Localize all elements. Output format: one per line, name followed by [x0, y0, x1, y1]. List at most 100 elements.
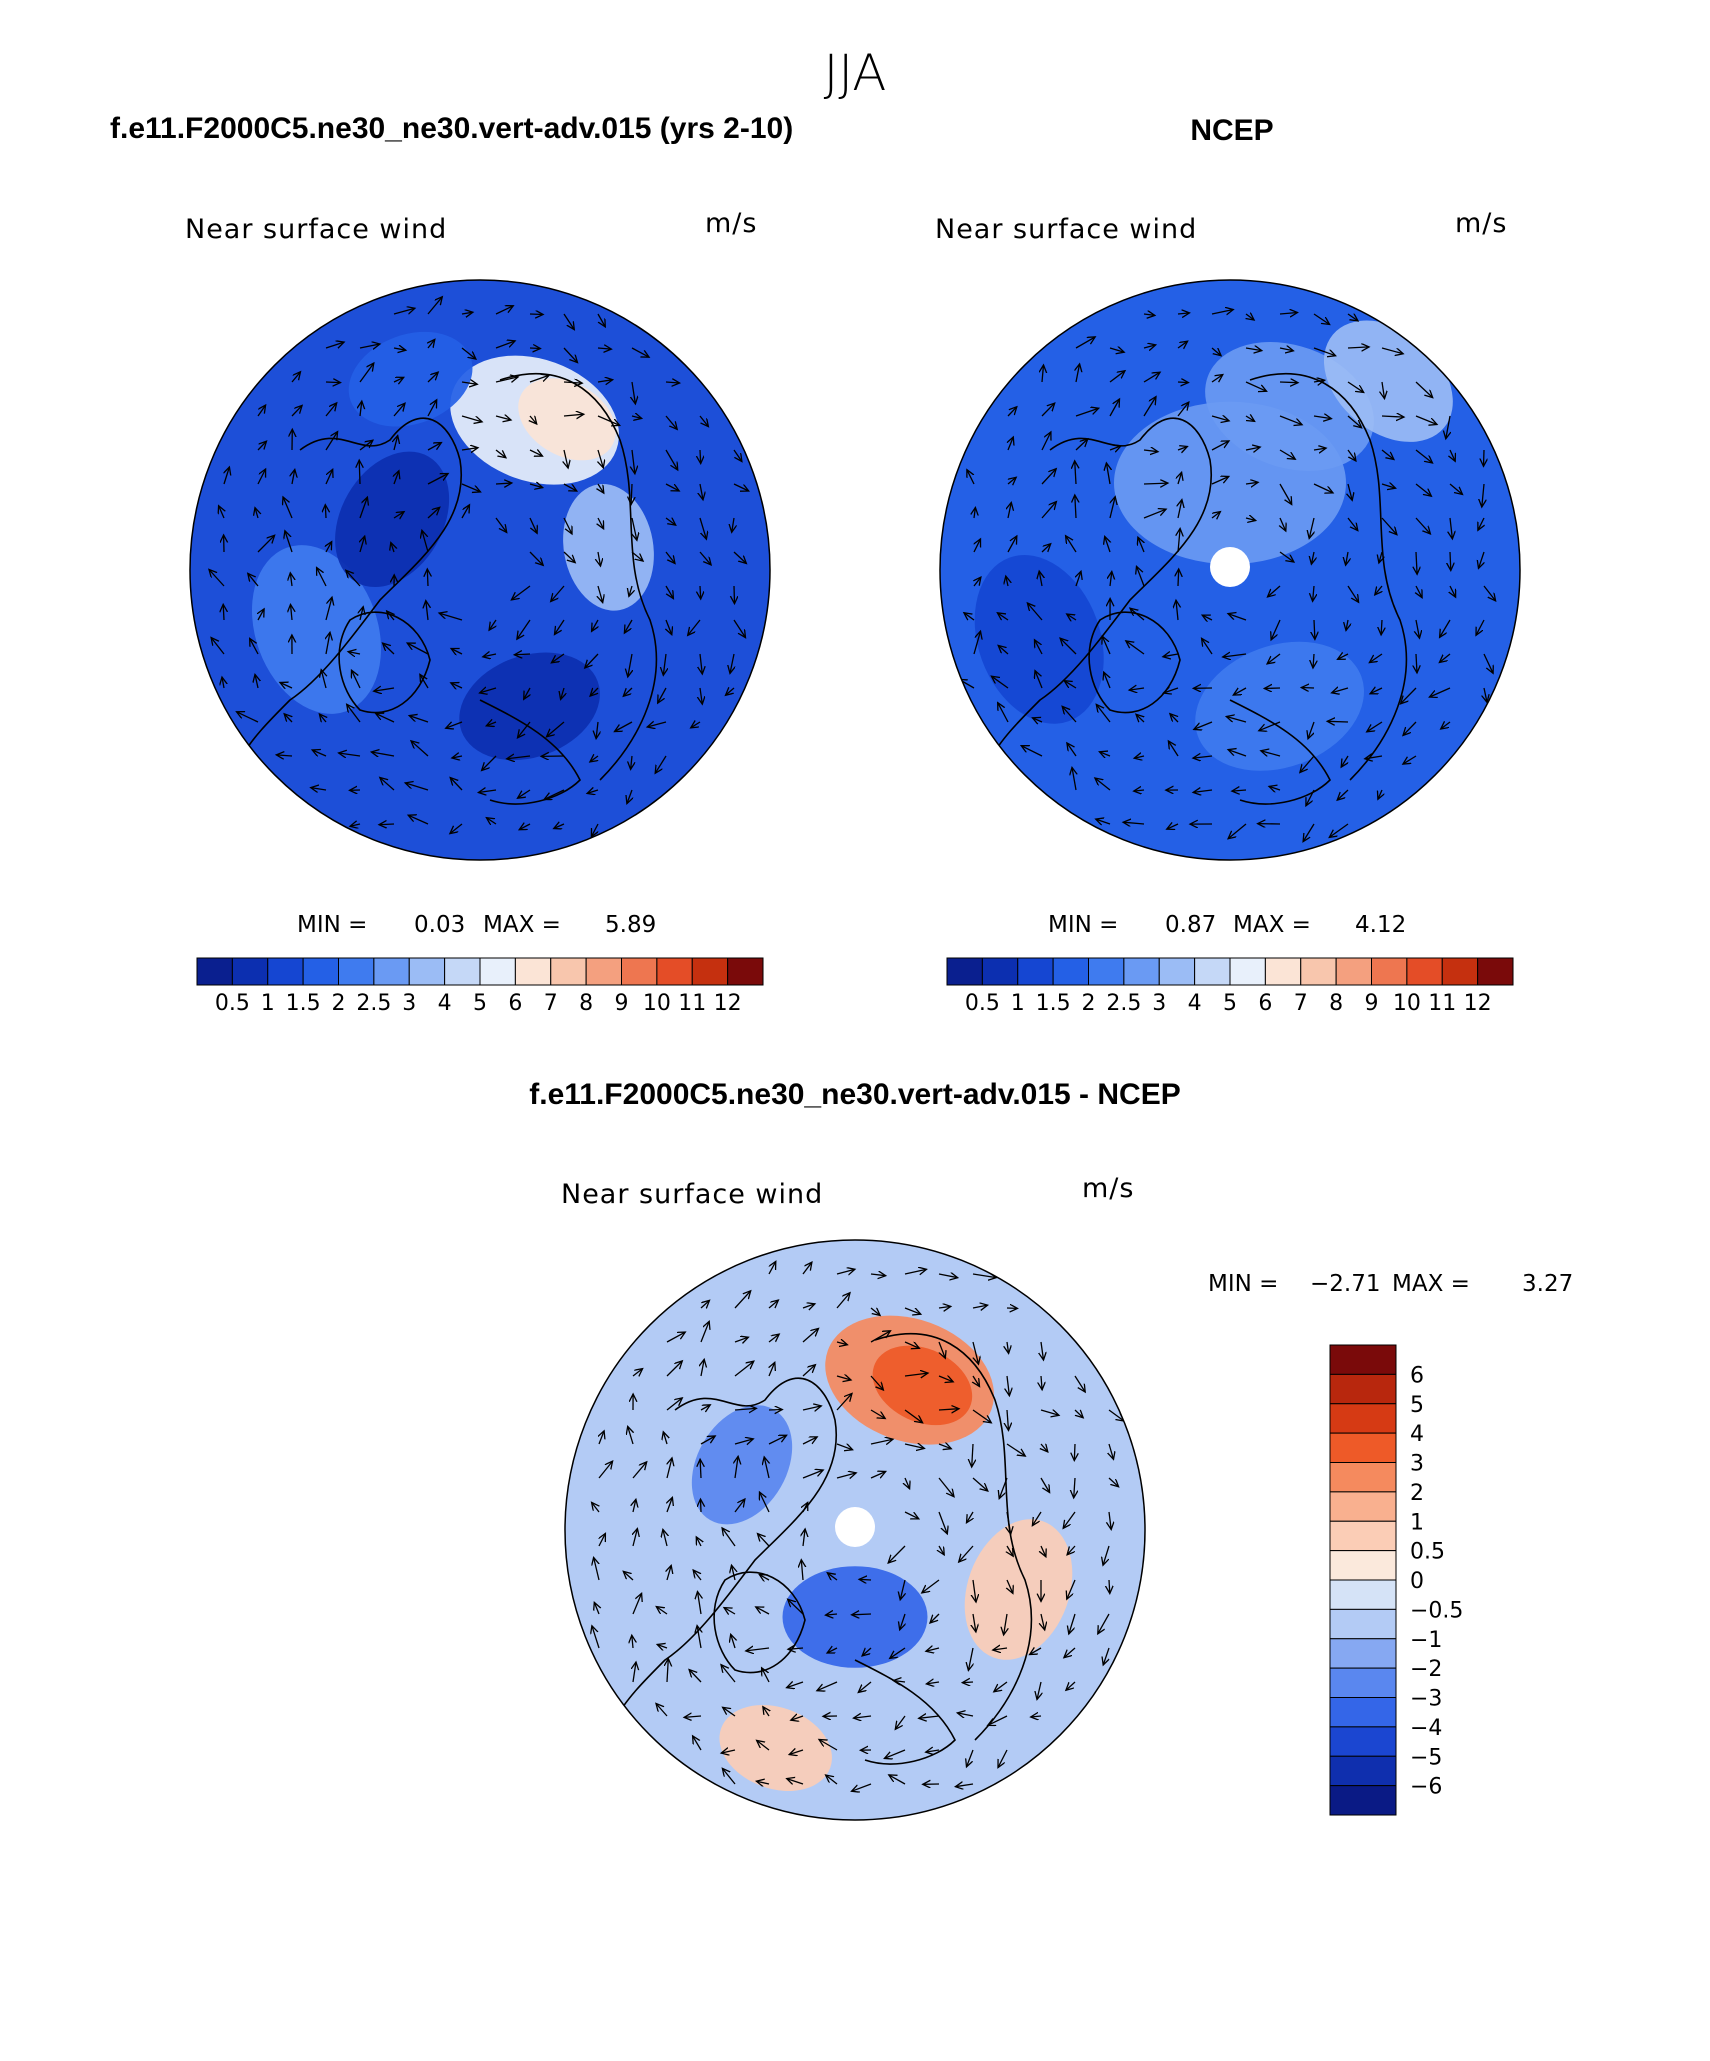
wind-vector-arrow — [870, 1472, 886, 1479]
colorbar-tick-label: 1 — [1410, 1510, 1424, 1535]
wind-vector-arrow — [665, 382, 680, 383]
wind-vector-arrow — [684, 1716, 702, 1717]
wind-vector-arrow — [495, 377, 518, 382]
colorbar-swatch — [656, 957, 693, 986]
wind-vector-arrow — [1415, 415, 1437, 425]
wind-vector-arrow — [1415, 381, 1433, 398]
wind-vector-arrow — [1484, 449, 1485, 466]
colorbar-swatch — [1335, 957, 1373, 986]
panel-diff-map — [565, 1240, 1145, 1820]
wind-vector-arrow — [325, 469, 333, 485]
panel-diff-map-border — [564, 1239, 1146, 1821]
wind-vector-arrow — [974, 508, 975, 519]
wind-vector-arrow — [1138, 537, 1144, 553]
wind-vector-arrow — [1007, 1409, 1009, 1430]
wind-vector-arrow — [461, 312, 473, 314]
wind-vector-arrow — [291, 604, 293, 621]
colorbar-swatch — [946, 957, 983, 986]
wind-vector-arrow — [1109, 446, 1121, 450]
wind-vector-arrow — [666, 1398, 682, 1411]
wind-vector-arrow — [1314, 619, 1315, 639]
colorbar-tick-label: 6 — [1410, 1363, 1424, 1388]
wind-vector-arrow — [311, 788, 327, 790]
wind-vector-arrow — [486, 722, 497, 726]
wind-vector-arrow — [693, 1736, 702, 1751]
wind-vector-arrow — [764, 1457, 769, 1479]
wind-vector-arrow — [1007, 536, 1017, 553]
wind-vector-arrow — [734, 1439, 753, 1444]
wind-vector-arrow — [1228, 614, 1247, 621]
wind-vector-arrow — [325, 597, 332, 621]
wind-vector-arrow — [598, 585, 603, 603]
wind-vector-arrow — [1103, 1545, 1110, 1565]
wind-vector-arrow — [1450, 551, 1451, 571]
colorbar-swatch — [1329, 1726, 1397, 1757]
wind-vector-arrow — [656, 1607, 668, 1615]
figure-title: JJA — [824, 44, 887, 102]
wind-vector-arrow — [974, 577, 981, 587]
colorbar-tick-label: −1 — [1410, 1628, 1442, 1653]
wind-vector-arrow — [904, 1511, 919, 1519]
wind-vector-arrow — [1126, 641, 1145, 655]
wind-vector-arrow — [1300, 755, 1315, 773]
colorbar-tick-label: 6 — [1258, 991, 1272, 1016]
wind-vector-arrow — [999, 1477, 1008, 1499]
wind-vector-arrow — [420, 674, 429, 689]
coastline-europe — [854, 1659, 956, 1765]
wind-vector-arrow — [1280, 517, 1286, 531]
wind-vector-arrow — [359, 363, 374, 383]
wind-vector-arrow — [1041, 432, 1051, 451]
wind-vector-arrow — [889, 1775, 906, 1785]
wind-vector-arrow — [529, 484, 543, 488]
colorbar-tick-label: 8 — [579, 991, 593, 1016]
panel-model-map-border — [189, 279, 771, 861]
wind-vector-arrow — [598, 551, 601, 566]
wind-vector-arrow — [250, 638, 259, 655]
wind-vector-arrow — [598, 517, 604, 529]
colorbar-swatch — [1329, 1755, 1397, 1787]
wind-vector-arrow — [1416, 585, 1422, 598]
wind-vector-arrow — [732, 517, 734, 532]
wind-vector-arrow — [972, 1477, 988, 1491]
wind-vector-arrow — [1109, 1579, 1110, 1594]
wind-vector-arrow — [1008, 502, 1011, 519]
wind-vector-arrow — [1007, 1545, 1013, 1556]
wind-vector-arrow — [1211, 512, 1220, 518]
wind-vector-arrow — [1484, 687, 1487, 702]
colorbar-swatch — [514, 957, 552, 986]
wind-vector-arrow — [1041, 1545, 1046, 1557]
wind-vector-arrow — [1211, 310, 1233, 315]
wind-vector-arrow — [1123, 822, 1145, 824]
wind-vector-arrow — [563, 313, 574, 330]
wind-vector-arrow — [1416, 619, 1420, 638]
wind-vector-arrow — [1064, 1647, 1076, 1658]
wind-vector-arrow — [223, 604, 224, 621]
wind-vector-arrow — [1063, 1511, 1076, 1528]
colorbar-tick-label: 3 — [402, 991, 416, 1016]
wind-vector-arrow — [1269, 786, 1281, 790]
wind-vector-arrow — [787, 1682, 804, 1688]
wind-vector-arrow — [631, 483, 632, 505]
wind-vector-arrow — [507, 756, 531, 759]
wind-vector-arrow — [788, 1599, 804, 1615]
wind-vector-arrow — [666, 619, 672, 635]
wind-vector-arrow — [972, 1305, 988, 1308]
colorbar-tick-label: 5 — [1410, 1393, 1424, 1418]
coastline-greenland — [713, 1571, 806, 1674]
wind-vector-arrow — [998, 1749, 1008, 1768]
wind-vector-arrow — [1271, 619, 1281, 640]
wind-vector-arrow — [1037, 1681, 1041, 1700]
wind-vector-arrow — [1347, 381, 1364, 392]
wind-vector-arrow — [325, 505, 326, 519]
wind-vector-arrow — [321, 670, 326, 689]
wind-vector-arrow — [973, 1613, 976, 1632]
panel-diff-units: m/s — [1082, 1173, 1134, 1204]
wind-vector-arrow — [967, 1511, 974, 1523]
wind-vector-arrow — [451, 683, 463, 688]
wind-vector-arrow — [701, 1499, 702, 1513]
colorbar-swatch — [1406, 957, 1443, 986]
wind-vector-arrow — [222, 677, 224, 689]
wind-vector-arrow — [1381, 449, 1394, 460]
colorbar-tick-label: 2 — [1410, 1481, 1424, 1506]
panel-obs-pole-hole — [1210, 547, 1250, 587]
